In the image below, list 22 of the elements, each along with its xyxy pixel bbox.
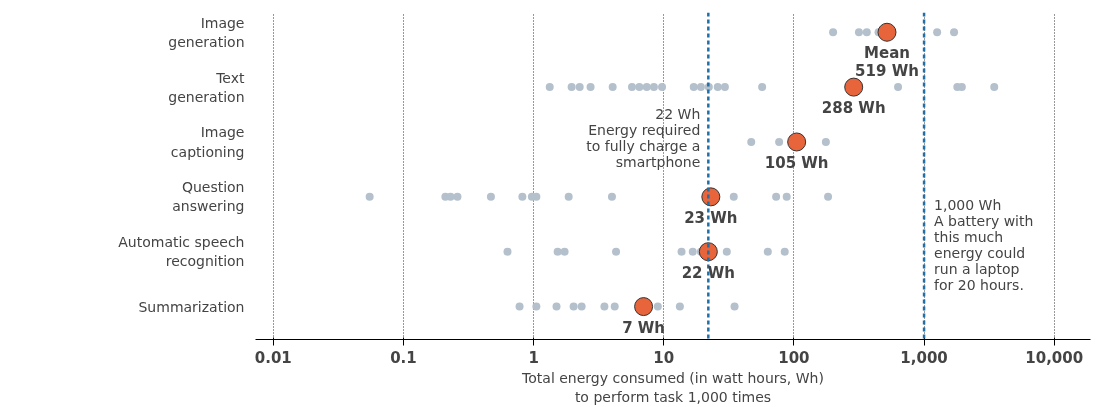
data-label: Mean 519 Wh <box>855 44 919 81</box>
x-tick-label: 1,000 <box>900 348 948 367</box>
y-tick-label: Text generation <box>168 69 246 105</box>
x-tick-label: 10,000 <box>1025 348 1084 367</box>
ref-line-label: 1,000 Wh A battery with this much energy could run a laptop for 20 hours. <box>934 196 1034 293</box>
y-tick-label: Question answering <box>172 179 245 215</box>
x-tick-label: 1 <box>528 348 539 367</box>
data-label: 7 Wh <box>622 318 666 337</box>
data-label: 105 Wh <box>764 153 829 172</box>
x-tick-label: 100 <box>778 348 810 367</box>
data-label: 23 Wh <box>684 208 738 227</box>
x-axis-title: Total energy consumed (in watt hours, Wh) to perform task 1,000 times <box>521 369 824 405</box>
y-tick-label: Image captioning <box>170 124 245 160</box>
data-label: 288 Wh <box>821 99 886 118</box>
data-label: 22 Wh <box>681 263 735 282</box>
y-tick-label: Summarization <box>138 298 245 315</box>
ref-line-label: 22 Wh Energy required to fully charge a smartphone <box>586 106 701 171</box>
x-tick-label: 10 <box>653 348 675 367</box>
y-tick-label: Automatic speech recognition <box>118 234 245 270</box>
y-tick-label: Image generation <box>168 14 245 50</box>
x-tick-label: 0.01 <box>254 348 292 367</box>
x-tick-label: 0.1 <box>390 348 417 367</box>
